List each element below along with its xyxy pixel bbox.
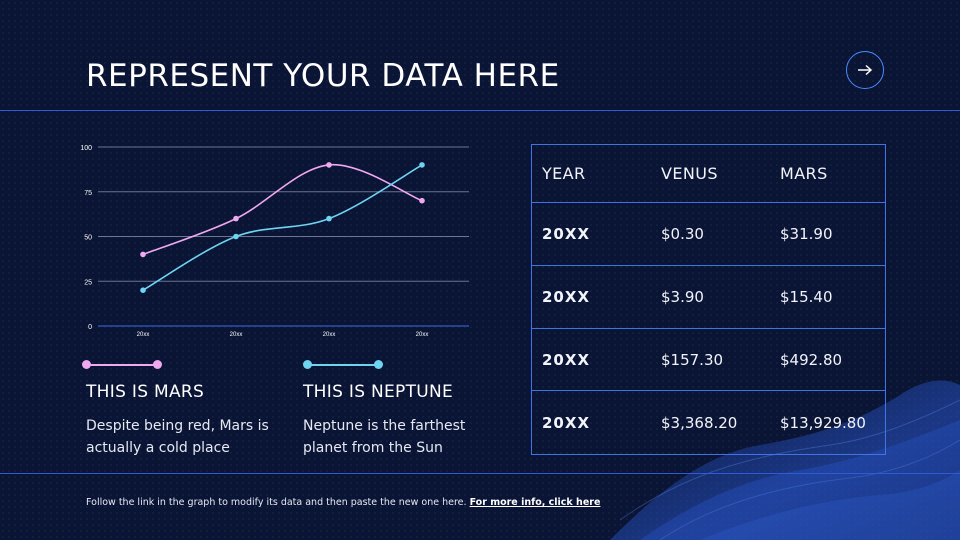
legend-line-neptune (307, 364, 379, 366)
y-tick-label: 25 (84, 279, 92, 286)
data-point (140, 287, 146, 294)
legend-dot-neptune-end (374, 360, 383, 369)
legend-title-mars: THIS IS MARS (86, 382, 205, 402)
legend-title-neptune: THIS IS NEPTUNE (303, 382, 454, 402)
legend-dot-mars-end (153, 360, 162, 369)
legend-dot-mars-start (82, 360, 91, 369)
divider-bottom (0, 473, 960, 474)
table-cell-venus: $3.90 (651, 265, 770, 329)
table-cell-year: 20XX (531, 202, 651, 266)
y-tick-label: 50 (84, 235, 92, 242)
table-cell-year: 20XX (531, 328, 651, 391)
table-cell-mars: $15.40 (770, 265, 886, 329)
table-cell-venus: $3,368.20 (651, 390, 770, 455)
table-row: 20XX $157.30 $492.80 (531, 328, 886, 391)
data-point (233, 233, 239, 240)
more-info-link[interactable]: For more info, click here (469, 497, 601, 508)
footer-text: Follow the link in the graph to modify i… (86, 497, 467, 508)
data-point (326, 162, 332, 168)
data-point (326, 215, 332, 222)
table-cell-venus: $157.30 (651, 328, 770, 391)
table-cell-year: 20XX (531, 390, 651, 455)
table-row: 20XX $3.90 $15.40 (531, 265, 886, 329)
data-point (140, 251, 146, 258)
next-button[interactable] (846, 51, 884, 89)
table-header-row: YEAR VENUS MARS (531, 144, 886, 203)
table-header: VENUS (651, 144, 770, 203)
data-table: YEAR VENUS MARS 20XX $0.30 $31.90 20XX $… (531, 144, 886, 455)
footer-note: Follow the link in the graph to modify i… (86, 497, 600, 508)
y-tick-label: 0 (88, 324, 92, 331)
arrow-right-icon (858, 64, 873, 76)
data-point (233, 215, 239, 222)
legend-line-mars (86, 364, 158, 366)
table-cell-venus: $0.30 (651, 202, 770, 266)
y-tick-label: 100 (80, 145, 92, 152)
legend-desc-mars: Despite being red, Mars is actually a co… (86, 418, 269, 456)
series-line-mars (142, 164, 423, 256)
x-tick-label: 20xx (137, 332, 150, 338)
series-line-neptune (142, 164, 423, 291)
table-row: 20XX $0.30 $31.90 (531, 202, 886, 266)
legend-desc-neptune: Neptune is the farthest planet from the … (303, 418, 466, 456)
x-tick-label: 20xx (416, 332, 429, 338)
page-title: REPRESENT YOUR DATA HERE (86, 58, 560, 94)
table-cell-mars: $13,929.80 (770, 390, 886, 455)
table-cell-mars: $31.90 (770, 202, 886, 266)
table-header: MARS (770, 144, 886, 203)
table-cell-year: 20XX (531, 265, 651, 329)
data-point (419, 162, 425, 168)
x-tick-label: 20xx (230, 332, 243, 338)
x-tick-label: 20xx (323, 332, 336, 338)
data-point (419, 197, 425, 204)
y-tick-label: 75 (84, 190, 92, 197)
table-cell-mars: $492.80 (770, 328, 886, 391)
legend-dot-neptune-start (303, 360, 312, 369)
table-row: 20XX $3,368.20 $13,929.80 (531, 390, 886, 455)
table-header: YEAR (531, 144, 651, 203)
divider-top (0, 110, 960, 111)
